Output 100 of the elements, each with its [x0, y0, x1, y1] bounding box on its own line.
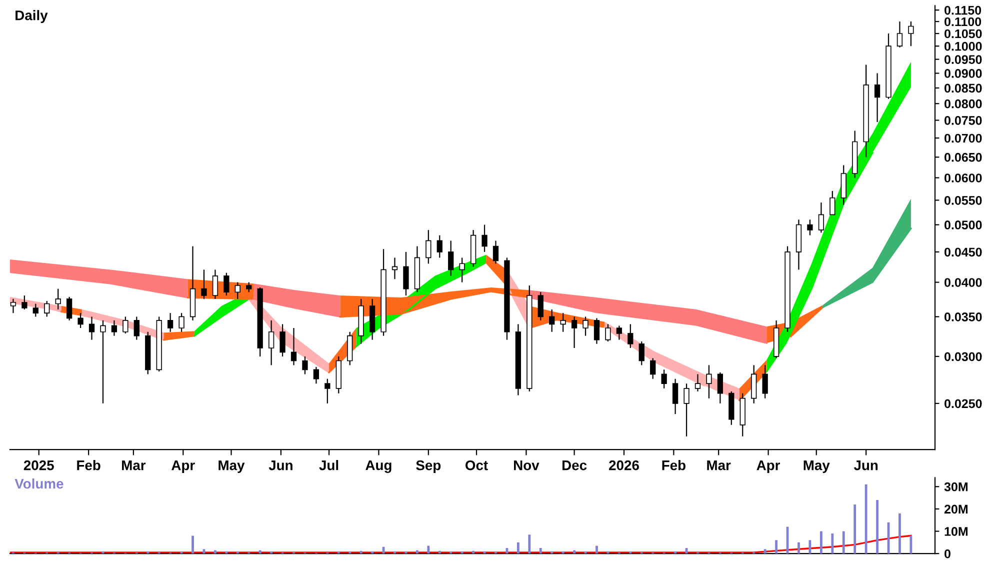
- candlestick: [492, 240, 499, 264]
- x-tick-label: Mar: [122, 460, 146, 470]
- candlestick: [482, 224, 488, 252]
- y-tick-label: 0.0950: [944, 55, 982, 64]
- candlestick: [706, 364, 712, 399]
- candlestick: [830, 190, 836, 216]
- bar: [550, 551, 554, 554]
- bar: [539, 548, 542, 554]
- candlestick: [762, 364, 768, 399]
- bar: [394, 551, 396, 554]
- bar: [416, 550, 418, 554]
- candlestick: [178, 312, 184, 332]
- x-tick-label: Jun: [268, 460, 292, 470]
- candlestick: [448, 240, 454, 276]
- candlestick: [908, 20, 914, 47]
- x-tick-label: Aug: [366, 460, 392, 473]
- candlestick: [594, 318, 600, 344]
- candlestick: [717, 372, 724, 404]
- candlestick: [874, 72, 880, 123]
- bar: [596, 546, 598, 554]
- x-tick-label: May: [218, 460, 245, 473]
- chart-title: Daily: [16, 10, 48, 24]
- candlestick: [324, 378, 330, 404]
- candlestick: [818, 202, 824, 234]
- bar: [842, 531, 845, 554]
- chart-title: Volume: [14, 478, 64, 489]
- bar: [573, 550, 576, 554]
- candlestick: [55, 288, 61, 310]
- candlestick: [134, 316, 140, 340]
- candlestick: [122, 316, 128, 334]
- candlestick: [78, 312, 84, 329]
- bar: [225, 551, 228, 554]
- candlestick: [694, 374, 701, 392]
- candlestick: [167, 312, 174, 332]
- x-tick-label: Apr: [172, 460, 195, 473]
- candlestick: [88, 316, 95, 340]
- candlestick: [392, 257, 398, 280]
- bar: [798, 542, 800, 554]
- candlestick: [426, 229, 432, 264]
- y-tick-label: 0.1150: [944, 6, 982, 15]
- candlestick: [616, 325, 622, 340]
- x-tick-label: 2026: [609, 460, 639, 470]
- bar: [192, 536, 194, 554]
- y-tick-label: 0.0750: [944, 116, 982, 125]
- candlestick: [807, 219, 813, 236]
- bar: [360, 550, 362, 554]
- candlestick: [672, 378, 678, 415]
- x-tick-label: Apr: [756, 460, 780, 473]
- bar: [775, 540, 778, 554]
- y-tick-label: 30M: [944, 482, 968, 492]
- bar: [898, 513, 901, 554]
- candlestick: [212, 269, 218, 300]
- candlestick: [201, 269, 207, 300]
- candlestick: [66, 296, 72, 321]
- bar: [214, 550, 216, 554]
- y-tick-label: 0.0650: [944, 152, 982, 162]
- y-tick-label: 0.0250: [944, 399, 982, 408]
- candlestick: [571, 316, 578, 349]
- bar: [831, 533, 834, 554]
- x-tick-label: Jul: [319, 460, 338, 470]
- y-tick-label: 0.1000: [944, 42, 982, 51]
- candlestick: [290, 327, 297, 366]
- x-tick-label: Feb: [77, 460, 100, 470]
- candlestick: [650, 358, 656, 380]
- y-tick-label: 0.0850: [944, 84, 982, 93]
- bar: [438, 550, 441, 554]
- candlestick: [560, 312, 566, 332]
- bar: [528, 534, 531, 554]
- y-tick-label: 0.0450: [944, 248, 982, 257]
- y-tick-label: 0.0400: [944, 278, 982, 287]
- candlestick: [459, 257, 465, 283]
- bar: [864, 484, 868, 554]
- x-tick-label: Sep: [416, 460, 441, 473]
- candlestick: [436, 234, 442, 258]
- candlestick: [234, 282, 240, 300]
- candlestick: [224, 272, 230, 296]
- y-tick-label: 0.1050: [944, 29, 982, 38]
- bar: [258, 550, 262, 554]
- candlestick: [32, 303, 38, 318]
- x-tick-label: Dec: [562, 460, 587, 470]
- candlestick: [44, 300, 50, 318]
- x-tick-label: 2025: [24, 460, 54, 470]
- y-tick-label: 0.0500: [944, 220, 982, 230]
- candlestick: [684, 383, 690, 437]
- y-tick-label: 0.0350: [944, 312, 982, 322]
- candlestick: [896, 20, 903, 48]
- candlestick: [403, 251, 409, 296]
- y-tick-label: 10M: [944, 527, 968, 536]
- x-tick-label: Mar: [707, 460, 731, 470]
- y-tick-label: 0.0300: [944, 352, 982, 362]
- x-tick-label: Nov: [514, 460, 540, 470]
- y-tick-label: 0.0800: [944, 99, 982, 108]
- y-tick-label: 0.0900: [944, 69, 982, 78]
- candlestick: [100, 320, 106, 404]
- candlestick: [549, 308, 555, 332]
- candlestick: [313, 366, 320, 384]
- bar: [876, 500, 878, 554]
- candlestick: [268, 320, 274, 366]
- x-tick-label: May: [804, 460, 830, 473]
- candlestick: [538, 292, 544, 321]
